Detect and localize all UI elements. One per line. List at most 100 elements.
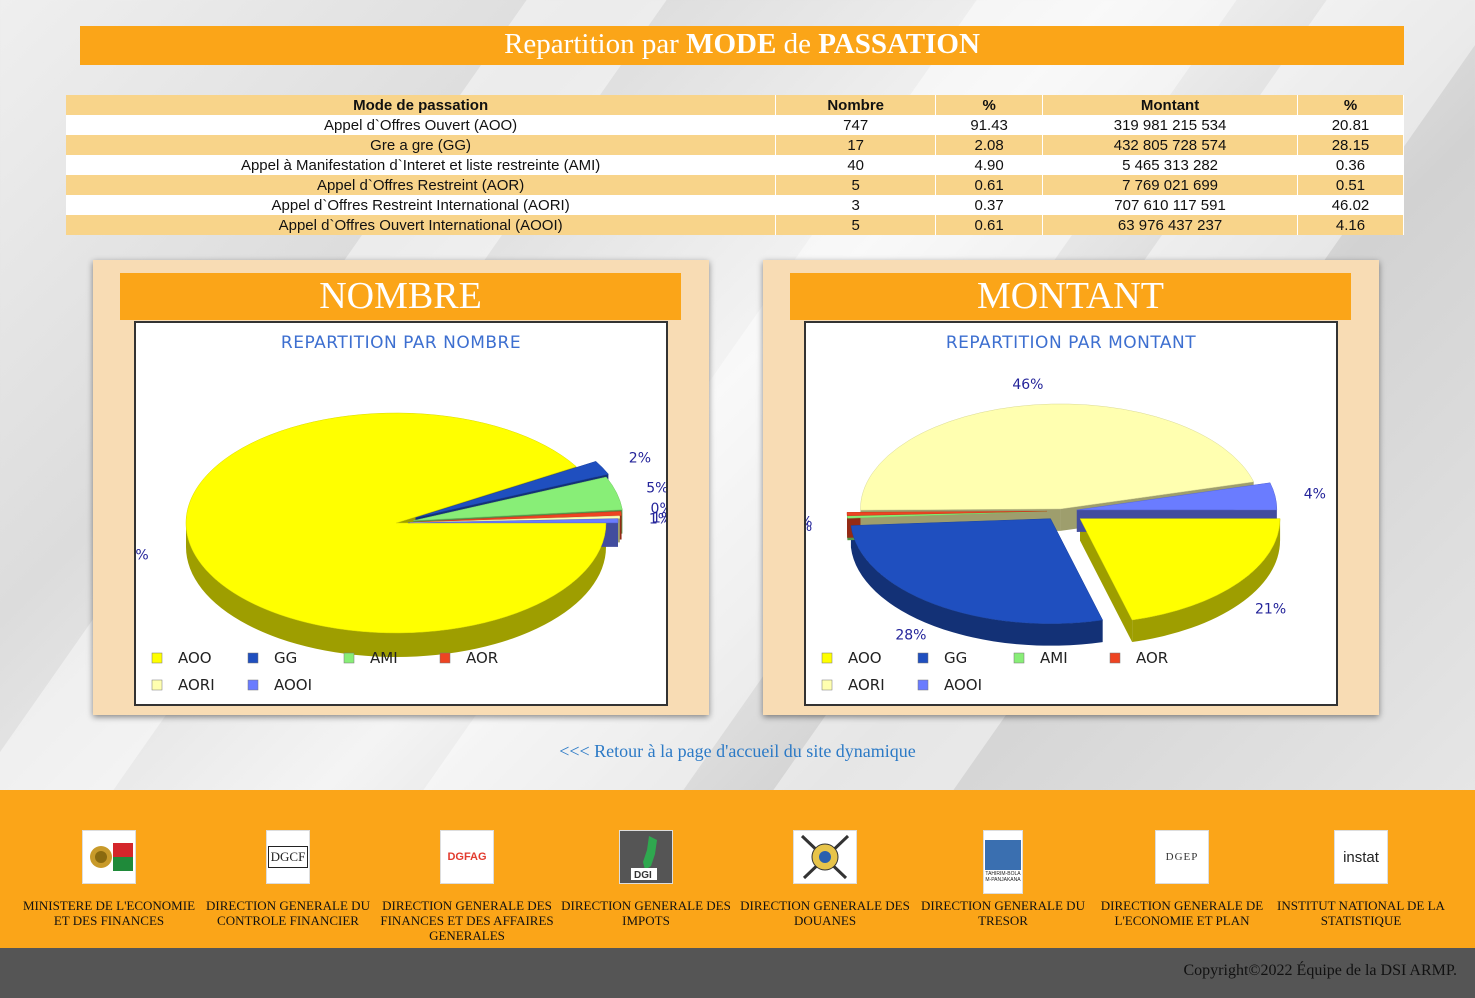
pie-label-AORI: 46% (1012, 377, 1043, 393)
pie-slice-AOOI (1076, 482, 1278, 511)
title-bold-mode: MODE (686, 28, 777, 60)
pie-label-AOR: 1% (652, 511, 666, 527)
pie-chart-montant: REPARTITION PAR MONTANT 21% 28% 0%1% 46% 4% AO… (806, 333, 1326, 694)
pie-label-AMI: 0% (806, 514, 812, 530)
cell-montant: 5 465 313 282 (1042, 155, 1298, 175)
legend-label-AOOI: AOOI (944, 676, 982, 694)
copyright-text: Copyright©2022 Équipe de la DSI ARMP. (1183, 962, 1458, 979)
panel-heading-nombre: NOMBRE (120, 273, 681, 320)
cell-mode: Gre a gre (GG) (66, 135, 777, 155)
pie-label-GG: 2% (629, 451, 651, 467)
pie-slice-side-AOO (186, 523, 606, 657)
title-prefix: Repartition par (504, 28, 687, 60)
partner-name: DIRECTION GENERALE DU TRESOR (921, 898, 1085, 928)
pie-label-AOO: 21% (1255, 601, 1286, 617)
instat-logo-icon: instat (1334, 830, 1388, 884)
partner-mef[interactable]: MINISTERE DE L'ECONOMIE ET DES FINANCES (20, 830, 198, 928)
pie-slice-AORI (409, 515, 621, 523)
chart-title: REPARTITION PAR NOMBRE (281, 333, 521, 353)
cell-mode: Appel à Manifestation d`Interet et liste… (66, 155, 777, 175)
svg-text:DGI: DGI (634, 870, 652, 881)
cell-nombre: 40 (775, 155, 937, 175)
partner-name: DIRECTION GENERALE DES DOUANES (740, 898, 910, 928)
logo-text: TAHIRIM-BOLAM-PANJAKANA (985, 871, 1021, 883)
cell-mode: Appel d`Offres Ouvert International (AOO… (66, 215, 777, 235)
dgi-logo-icon: DGI (619, 830, 673, 884)
tresor-logo-icon: TAHIRIM-BOLAM-PANJAKANA (983, 830, 1023, 894)
cell-pct: 0.61 (935, 215, 1044, 235)
cell-pct: 28.15 (1297, 135, 1404, 155)
pie-label-AOOI: 4% (1304, 486, 1326, 502)
legend-label-GG: GG (274, 649, 297, 667)
col-header-pct-nombre: % (935, 95, 1044, 115)
cell-montant: 707 610 117 591 (1042, 195, 1298, 215)
pie-slice-AOO (1079, 518, 1281, 621)
mode-passation-table: Mode de passation Nombre % Montant % App… (66, 95, 1404, 235)
cell-pct: 0.51 (1297, 175, 1404, 195)
cell-pct: 2.08 (935, 135, 1044, 155)
cell-nombre: 3 (775, 195, 937, 215)
pie-slice-AOR (411, 511, 622, 523)
cell-montant: 432 805 728 574 (1042, 135, 1298, 155)
pie-label-AOOI: 1% (649, 511, 666, 527)
legend-swatch-GG (247, 652, 259, 664)
cell-mode: Appel d`Offres Restreint International (… (66, 195, 777, 215)
copyright-footer: Copyright©2022 Équipe de la DSI ARMP. (0, 948, 1475, 998)
partner-dgi[interactable]: DGI DIRECTION GENERALE DES IMPOTS (557, 830, 735, 928)
partner-instat[interactable]: instat INSTITUT NATIONAL DE LA STATISTIQ… (1272, 830, 1450, 928)
logo-text: DGCF (267, 846, 309, 868)
cell-nombre: 5 (775, 175, 937, 195)
cell-pct: 4.90 (935, 155, 1044, 175)
pie-slice-GG (850, 518, 1103, 624)
cell-pct: 4.16 (1297, 215, 1404, 235)
legend-label-AOR: AOR (1136, 649, 1168, 667)
pie-label-AORI: 0% (651, 501, 666, 517)
pie-chart-nombre: REPARTITION PAR NOMBRE91%2%5%1%0%1%AOOGG… (136, 333, 666, 694)
pie-slice-AOO (185, 412, 607, 634)
pie-slice-AORI (860, 403, 1255, 511)
dgfag-logo-icon: DGFAG (440, 830, 494, 884)
legend-label-AORI: AORI (848, 676, 885, 694)
cell-pct: 46.02 (1297, 195, 1404, 215)
dgcf-logo-icon: DGCF (266, 830, 310, 884)
cell-nombre: 17 (775, 135, 937, 155)
logo-text: DGFAG (447, 851, 487, 863)
cell-pct: 0.37 (935, 195, 1044, 215)
partner-dgcf[interactable]: DGCF DIRECTION GENERALE DU CONTROLE FINA… (199, 830, 377, 928)
cell-nombre: 5 (775, 215, 937, 235)
chart-montant: REPARTITION PAR MONTANT 21% 28% 0%1% 46% 4% AO… (804, 321, 1338, 706)
cell-pct: 0.36 (1297, 155, 1404, 175)
chart-title: REPARTITION PAR MONTANT (946, 333, 1196, 353)
partner-douanes[interactable]: DIRECTION GENERALE DES DOUANES (736, 830, 914, 928)
legend-swatch-GG (917, 652, 929, 664)
col-header-montant: Montant (1042, 95, 1298, 115)
partner-name: INSTITUT NATIONAL DE LA STATISTIQUE (1277, 898, 1445, 928)
partner-tresor[interactable]: TAHIRIM-BOLAM-PANJAKANA DIRECTION GENERA… (914, 830, 1092, 928)
legend-swatch-AMI (1013, 652, 1025, 664)
pie-label-GG: 28% (895, 627, 926, 643)
cell-mode: Appel d`Offres Restreint (AOR) (66, 175, 777, 195)
table-row: Appel d`Offres Ouvert (AOO) 747 91.43 31… (66, 115, 1404, 135)
partner-name: DIRECTION GENERALE DES IMPOTS (561, 898, 731, 928)
legend-swatch-AOR (1109, 652, 1121, 664)
legend-label-GG: GG (944, 649, 967, 667)
pie-label-AOR: 1% (806, 519, 812, 535)
partner-name: DIRECTION GENERALE DES FINANCES ET DES A… (380, 898, 554, 943)
partner-dgfag[interactable]: DGFAG DIRECTION GENERALE DES FINANCES ET… (378, 830, 556, 943)
legend-label-AOO: AOO (848, 649, 882, 667)
legend-label-AMI: AMI (370, 649, 398, 667)
title-mid: de (776, 28, 819, 60)
pie-slice-edge-AOO (1080, 518, 1133, 643)
cell-montant: 7 769 021 699 (1042, 175, 1298, 195)
partner-dgep[interactable]: DGEP DIRECTION GENERALE DE L'ECONOMIE ET… (1093, 830, 1271, 928)
legend-swatch-AOO (151, 652, 163, 664)
pie-label-AMI: 5% (646, 480, 666, 496)
douanes-logo-icon (793, 830, 857, 884)
legend-label-AORI: AORI (178, 676, 215, 694)
back-to-home-link[interactable]: <<< Retour à la page d'accueil du site d… (559, 741, 916, 761)
pie-slice-side-GG (850, 525, 1103, 646)
legend-swatch-AOOI (247, 679, 259, 691)
col-header-pct-montant: % (1297, 95, 1404, 115)
mef-logo-icon (82, 830, 136, 884)
cell-pct: 91.43 (935, 115, 1044, 135)
